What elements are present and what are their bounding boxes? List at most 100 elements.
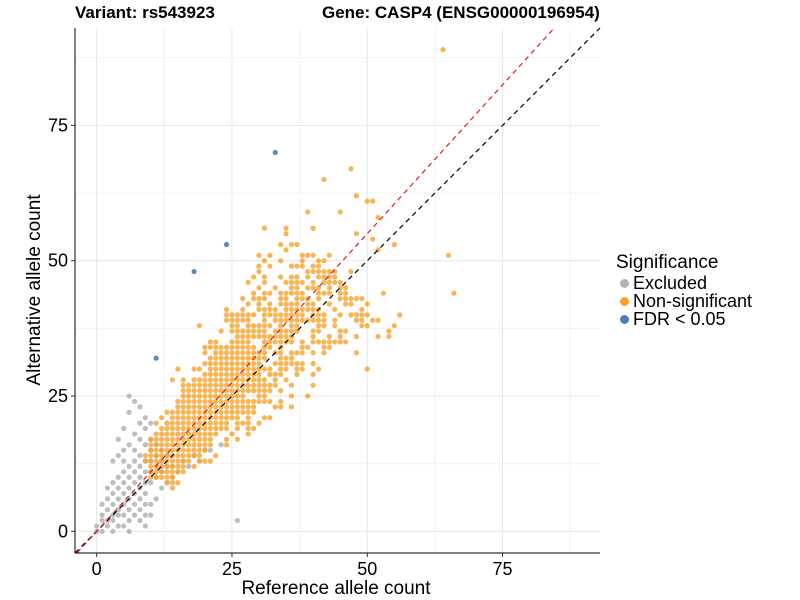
point-non-significant — [164, 409, 170, 415]
point-non-significant — [191, 388, 197, 394]
point-non-significant — [180, 404, 186, 410]
point-excluded — [126, 409, 132, 415]
point-non-significant — [218, 398, 224, 405]
point-non-significant — [234, 350, 240, 356]
point-non-significant — [234, 312, 240, 318]
point-non-significant — [337, 333, 343, 340]
point-non-significant — [288, 355, 295, 361]
point-non-significant — [278, 355, 284, 361]
point-non-significant — [337, 279, 343, 285]
point-excluded — [148, 512, 154, 518]
point-non-significant — [332, 323, 338, 329]
point-non-significant — [283, 317, 289, 323]
point-non-significant — [272, 328, 278, 334]
point-non-significant — [288, 290, 295, 296]
point-non-significant — [218, 360, 224, 367]
point-excluded — [104, 507, 111, 513]
point-non-significant — [218, 371, 224, 377]
point-non-significant — [315, 258, 322, 264]
point-non-significant — [305, 301, 311, 307]
point-non-significant — [267, 323, 273, 329]
point-non-significant — [245, 360, 251, 367]
point-non-significant — [245, 317, 251, 323]
point-non-significant — [245, 388, 251, 394]
point-non-significant — [315, 263, 322, 269]
point-non-significant — [256, 285, 262, 291]
point-non-significant — [278, 339, 284, 345]
y-tick-label: 0 — [58, 521, 68, 541]
point-non-significant — [251, 404, 257, 410]
point-non-significant — [142, 458, 148, 464]
point-non-significant — [229, 360, 235, 367]
point-non-significant — [332, 317, 338, 323]
point-non-significant — [223, 317, 230, 323]
point-non-significant — [288, 323, 295, 329]
point-non-significant — [256, 382, 262, 388]
point-non-significant — [169, 474, 176, 480]
point-non-significant — [348, 312, 354, 318]
point-non-significant — [261, 377, 268, 383]
point-non-significant — [245, 350, 251, 356]
point-non-significant — [305, 209, 311, 215]
point-non-significant — [245, 323, 251, 329]
point-non-significant — [213, 344, 219, 350]
point-excluded — [115, 436, 121, 442]
point-non-significant — [202, 447, 208, 453]
point-non-significant — [218, 350, 224, 356]
point-non-significant — [315, 312, 322, 318]
point-non-significant — [213, 371, 219, 377]
point-non-significant — [343, 290, 349, 296]
point-non-significant — [234, 360, 240, 367]
point-non-significant — [261, 279, 268, 285]
point-non-significant — [175, 431, 181, 437]
point-non-significant — [218, 409, 224, 415]
point-non-significant — [278, 296, 284, 302]
point-non-significant — [251, 398, 257, 405]
point-fdr — [272, 149, 278, 156]
point-excluded — [121, 447, 127, 453]
point-non-significant — [234, 398, 240, 405]
point-non-significant — [272, 382, 278, 388]
point-non-significant — [223, 409, 230, 415]
point-non-significant — [202, 393, 208, 399]
point-non-significant — [169, 463, 176, 470]
point-non-significant — [196, 431, 203, 437]
point-non-significant — [315, 290, 322, 296]
point-non-significant — [326, 279, 332, 285]
point-non-significant — [223, 436, 230, 442]
point-non-significant — [196, 382, 203, 388]
point-non-significant — [283, 328, 289, 334]
y-tick-label: 50 — [48, 251, 68, 271]
point-non-significant — [186, 420, 192, 426]
point-non-significant — [294, 296, 300, 302]
point-non-significant — [148, 442, 154, 448]
point-non-significant — [294, 371, 300, 377]
point-non-significant — [229, 371, 235, 377]
point-non-significant — [218, 328, 224, 334]
point-non-significant — [283, 290, 289, 296]
point-non-significant — [245, 420, 251, 426]
point-non-significant — [240, 306, 246, 313]
point-non-significant — [272, 312, 278, 318]
point-non-significant — [283, 231, 289, 237]
point-non-significant — [240, 328, 246, 334]
point-non-significant — [202, 458, 208, 464]
point-non-significant — [213, 425, 219, 432]
point-non-significant — [158, 452, 165, 459]
point-non-significant — [256, 296, 262, 302]
point-non-significant — [310, 360, 316, 367]
point-non-significant — [202, 415, 208, 421]
point-non-significant — [245, 415, 251, 421]
point-non-significant — [153, 442, 159, 448]
point-non-significant — [245, 371, 251, 377]
point-excluded — [148, 501, 154, 507]
point-non-significant — [218, 344, 224, 350]
point-non-significant — [288, 360, 295, 367]
point-non-significant — [294, 306, 300, 313]
point-non-significant — [175, 469, 181, 475]
point-excluded — [126, 528, 132, 534]
point-non-significant — [283, 247, 289, 253]
point-non-significant — [234, 355, 240, 361]
point-non-significant — [251, 296, 257, 302]
point-non-significant — [256, 393, 262, 399]
